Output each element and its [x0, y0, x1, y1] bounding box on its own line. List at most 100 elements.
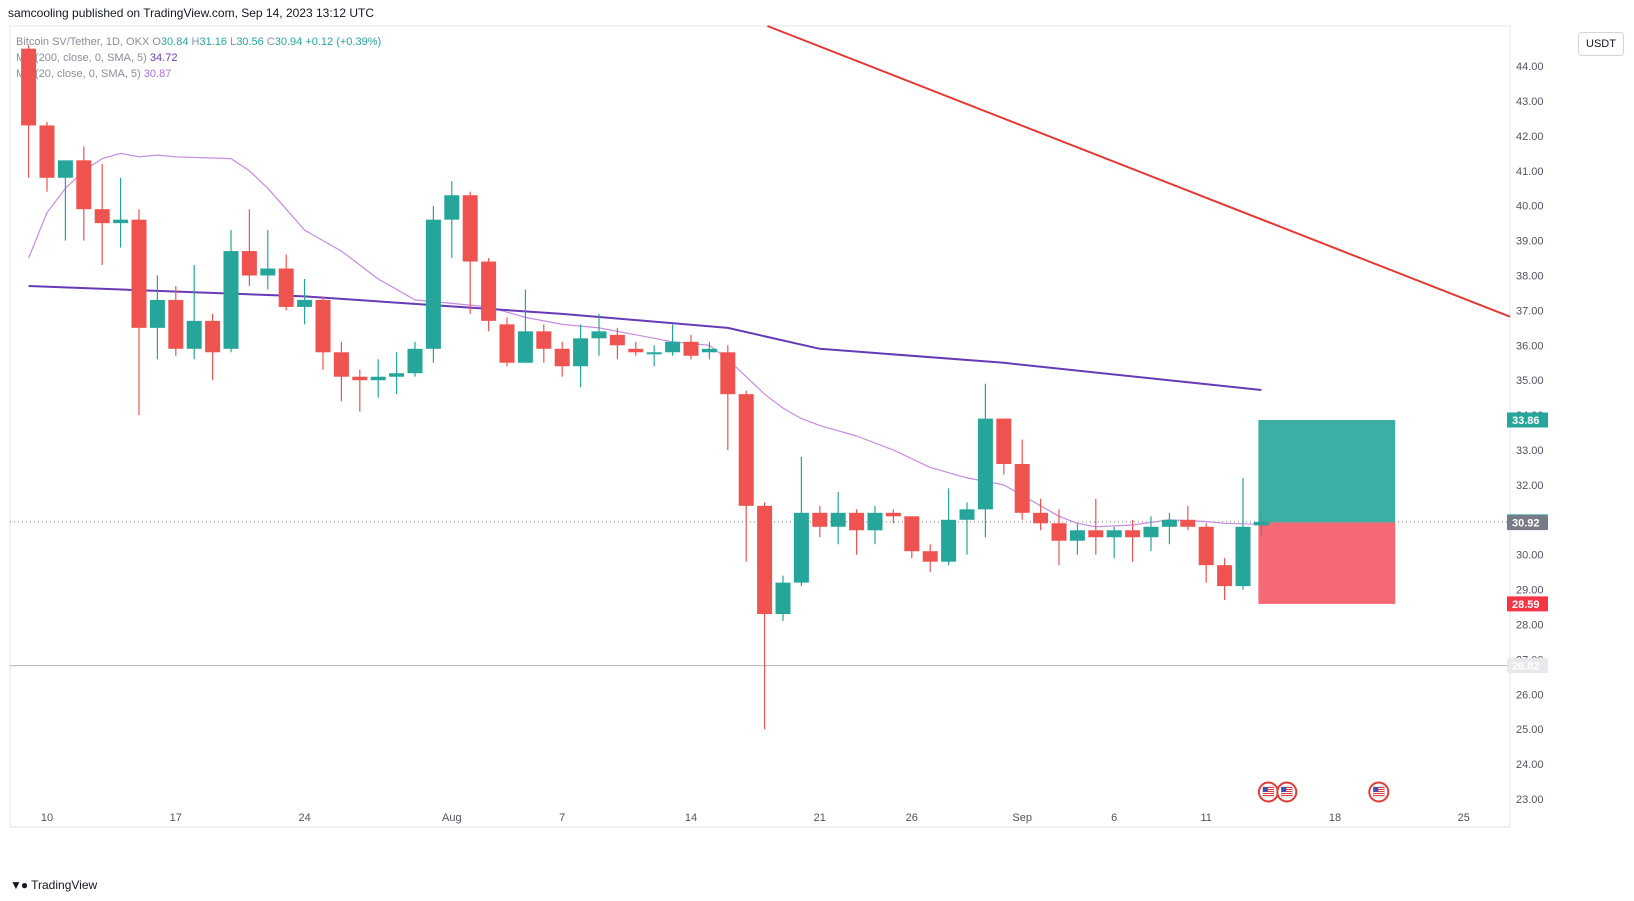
candle-body [444, 195, 460, 220]
candle-body [849, 512, 865, 531]
currency-button[interactable]: USDT [1578, 32, 1624, 56]
footer-brand[interactable]: ▼● TradingView [10, 878, 97, 892]
us-flag-event-icon[interactable] [1368, 781, 1390, 803]
candle-up [57, 160, 73, 241]
trendline-layer [767, 25, 1511, 318]
candle-down [904, 516, 920, 559]
candle-body [977, 418, 993, 510]
price-tick-label: 32.00 [1516, 480, 1544, 492]
candle-down [1051, 509, 1067, 566]
price-axis-label: 26.82 [1507, 658, 1548, 674]
legend-ma20-row[interactable]: MA (20, close, 0, SMA, 5) 30.87 [16, 66, 381, 82]
candle-body [113, 219, 129, 224]
price-axis-label: 33.86 [1507, 412, 1548, 428]
legend-symbol-row[interactable]: Bitcoin SV/Tether, 1D, OKX O30.84 H31.16… [16, 34, 381, 50]
time-tick-label: 25 [1458, 812, 1470, 824]
candle-body [1069, 530, 1085, 541]
candle-body [223, 251, 239, 349]
legend-high-label: H [191, 36, 200, 48]
candle-body [481, 261, 497, 321]
candle-down [499, 317, 515, 367]
legend-ma20-label: MA (20, close, 0, SMA, 5) [16, 68, 141, 80]
legend-open-label: O [152, 36, 161, 48]
legend-ma200-value: 34.72 [149, 52, 178, 64]
position-layer [1258, 419, 1396, 604]
time-tick-label: 14 [685, 812, 697, 824]
candle-body [1033, 512, 1049, 524]
candle-body [21, 48, 37, 126]
candle-body [186, 320, 202, 349]
candle-up [1106, 526, 1122, 559]
tradingview-logo-icon: ▼● [10, 878, 28, 892]
candle-body [701, 348, 717, 353]
candle-body [149, 299, 165, 328]
candle-up [977, 383, 993, 538]
flag-stripe [1373, 789, 1385, 790]
time-tick-label: 6 [1111, 812, 1117, 824]
candle-body [1143, 526, 1159, 538]
candle-up [517, 289, 533, 363]
publish-info: samcooling published on TradingView.com,… [8, 6, 375, 20]
candle-body [1088, 530, 1104, 538]
price-label-bg [1507, 596, 1548, 612]
candle-down [39, 121, 55, 192]
candle-down [1180, 505, 1196, 531]
candle-down [76, 146, 92, 241]
time-axis: 10 17 24 Aug 7 14 21 26 Sep 6 11 18 25 [41, 812, 1470, 824]
candle-down [922, 544, 938, 573]
price-label-value: 33.86 [1512, 415, 1540, 427]
candle-body [628, 348, 644, 353]
price-axis-label: 28.59 [1507, 596, 1548, 612]
us-flag-event-icon[interactable] [1276, 781, 1298, 803]
candle-up [149, 275, 165, 360]
candle-down [683, 334, 699, 360]
candle-down [554, 341, 570, 377]
candle-body [168, 299, 184, 349]
candle-up [297, 278, 313, 325]
us-flag-event-icon[interactable] [1257, 781, 1279, 803]
candle-body [1253, 521, 1269, 526]
profit-target-zone [1258, 419, 1396, 523]
candle-body [352, 376, 368, 381]
candle-body [1180, 519, 1196, 527]
candle-body [573, 338, 589, 367]
candle-body [922, 551, 938, 562]
price-tick-label: 33.00 [1516, 445, 1544, 457]
price-axis-label: 30.92 [1507, 515, 1548, 531]
candle-up [591, 313, 607, 356]
time-tick-label: Sep [1012, 812, 1032, 824]
candle-body [757, 505, 773, 615]
legend-ma200-row[interactable]: MA (200, close, 0, SMA, 5) 34.72 [16, 50, 381, 66]
candle-body [241, 251, 257, 276]
price-tick-label: 44.00 [1516, 61, 1544, 73]
candle-body [959, 509, 975, 520]
candle-body [885, 512, 901, 517]
price-label-value: 28.59 [1512, 599, 1540, 611]
flag-stripe [1262, 787, 1274, 788]
candle-down [462, 191, 478, 314]
candle-body [131, 219, 147, 328]
flag-stripe [1262, 793, 1274, 794]
flag-stripe [1373, 791, 1385, 792]
candle-down [720, 345, 736, 450]
flag-canton [1262, 787, 1268, 792]
flag-stripe [1373, 787, 1385, 788]
candles-layer [21, 45, 1269, 730]
candle-down [333, 341, 349, 402]
candle-up [941, 488, 957, 566]
flag-stripe [1262, 795, 1274, 796]
flag-stripe [1281, 793, 1293, 794]
legend-low: 30.56 [236, 36, 264, 48]
flag-canton [1373, 787, 1379, 792]
time-tick-label: 7 [559, 812, 565, 824]
time-tick-label: Aug [442, 812, 462, 824]
candle-body [1217, 565, 1233, 587]
candle-body [941, 519, 957, 562]
flag-stripe [1373, 793, 1385, 794]
flag-stripe [1262, 791, 1274, 792]
legend-high: 31.16 [199, 36, 227, 48]
candle-body [720, 352, 736, 395]
candle-body [867, 512, 883, 531]
price-tick-label: 30.00 [1516, 550, 1544, 562]
